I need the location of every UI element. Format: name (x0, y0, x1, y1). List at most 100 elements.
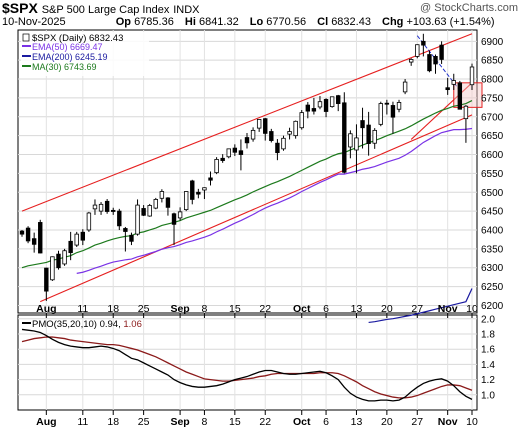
x-tick-label-price: Sep (170, 303, 189, 315)
chart-title: $SPX S&P 500 Large Cap Index INDX (2, 0, 200, 16)
x-tick-label-pmo: Aug (36, 416, 56, 428)
legend-main: $SPX (Daily) 6832.43 (32, 33, 123, 44)
x-tick-label-price: 11 (77, 303, 88, 315)
x-tick-label-pmo: 6 (323, 416, 329, 428)
x-tick-label-price: 20 (381, 303, 393, 315)
candle-body (226, 148, 231, 158)
pmo-tick-label: 1.4 (481, 360, 495, 371)
x-tick-label-price: Oct (293, 303, 311, 315)
x-tick-label-pmo: 8 (202, 416, 208, 428)
candle-body (378, 103, 383, 125)
candle-body (457, 82, 463, 110)
candle-body (19, 230, 25, 235)
price-panel-frame (17, 29, 478, 314)
candle-body (360, 120, 365, 129)
price-tick-label: 6250 (481, 282, 504, 293)
price-tick-label: 6450 (481, 207, 504, 218)
candle-body (311, 108, 317, 112)
x-tick-label-price: 18 (107, 303, 119, 315)
candle-body (98, 203, 104, 212)
candle-body (250, 129, 256, 140)
price-tick-label: 6900 (481, 37, 504, 48)
price-tick-label: 6300 (481, 263, 504, 274)
x-tick-label-pmo: 20 (381, 416, 393, 428)
x-tick-label-pmo: 25 (138, 416, 150, 428)
legend-ma30-swatch (22, 65, 31, 67)
price-tick-label: 6350 (481, 244, 504, 255)
candle-body (305, 104, 311, 112)
candle-body (171, 213, 177, 225)
open-value: 6785.36 (134, 16, 174, 28)
price-tick-label: 6400 (481, 225, 504, 236)
x-tick-label-pmo: 15 (229, 416, 241, 428)
candle-body (129, 234, 134, 242)
price-tick-label: 6550 (481, 169, 504, 180)
candle-body (232, 147, 238, 153)
candle-body (104, 200, 110, 212)
candle-body (287, 131, 292, 135)
price-tick-label: 6500 (481, 188, 504, 199)
candle-body (68, 240, 73, 254)
candle-body (263, 118, 268, 134)
pmo-tick-label: 1.0 (481, 390, 495, 401)
price-tick-label: 6800 (481, 75, 504, 86)
candle-body (445, 87, 450, 91)
ema200-line (368, 288, 473, 324)
candle-body (123, 228, 128, 232)
candle-body (50, 256, 55, 281)
x-tick-label-price: 6 (323, 303, 329, 315)
channel-upper-line (21, 33, 473, 212)
high-value: 6841.32 (198, 16, 239, 28)
quote-date: 10-Nov-2025 (2, 16, 66, 28)
candle-body (111, 209, 116, 212)
index-name: S&P 500 Large Cap Index (41, 4, 170, 16)
close-label: Cl (317, 16, 329, 28)
price-tick-label: 6750 (481, 93, 504, 104)
candle-body (372, 129, 377, 144)
candle-body (165, 197, 171, 208)
channel-lower-line (40, 114, 473, 303)
candle-body (202, 187, 207, 191)
price-tick-label: 6650 (481, 131, 504, 142)
x-tick-label-price: 13 (351, 303, 363, 315)
x-tick-label-pmo: 18 (107, 416, 119, 428)
candle-body (44, 267, 49, 292)
quote-line: 10-Nov-2025 Op 6785.36 Hi 6841.32 Lo 677… (2, 16, 520, 28)
pmo-tick-label: 1.2 (481, 375, 495, 386)
x-tick-label-pmo: Nov (438, 416, 458, 428)
pmo-signal-line (21, 336, 473, 399)
candle-body (147, 205, 152, 217)
x-tick-label-price: 8 (202, 303, 208, 315)
chg-label: Chg (382, 16, 404, 28)
legend-ema200: EMA(200) 6245.19 (32, 52, 108, 62)
close-value: 6832.43 (331, 16, 371, 28)
candle-body (396, 102, 402, 110)
candle-body (177, 211, 183, 219)
candle-body (384, 102, 390, 105)
candle-body (293, 120, 298, 137)
pmo-line (21, 328, 473, 402)
candle-body (402, 81, 408, 93)
pmo-tick-label: 1.6 (481, 345, 495, 356)
price-tick-label: 6200 (481, 301, 504, 312)
candle-body (366, 124, 371, 144)
candle-body (469, 66, 475, 86)
candle-body (141, 208, 146, 216)
pmo-legend-swatch (22, 322, 31, 324)
watermark: @ StockCharts.com (420, 2, 518, 14)
candle-body (427, 54, 432, 72)
pmo-panel-frame (17, 314, 478, 411)
chg-value: +103.63 (+1.54%) (406, 16, 495, 28)
candle-body (336, 95, 341, 104)
legend-ema200-swatch (22, 55, 31, 57)
x-tick-label-price: 27 (411, 303, 423, 315)
price-tick-label: 6850 (481, 56, 504, 67)
candle-body (256, 119, 262, 129)
candle-body (80, 231, 86, 241)
x-tick-label-pmo: 22 (259, 416, 271, 428)
legend-ema50-swatch (22, 45, 31, 47)
x-tick-label-pmo: Sep (170, 416, 189, 428)
candle-body (196, 191, 201, 195)
candle-body (451, 80, 456, 85)
x-tick-label-pmo: 27 (411, 416, 423, 428)
